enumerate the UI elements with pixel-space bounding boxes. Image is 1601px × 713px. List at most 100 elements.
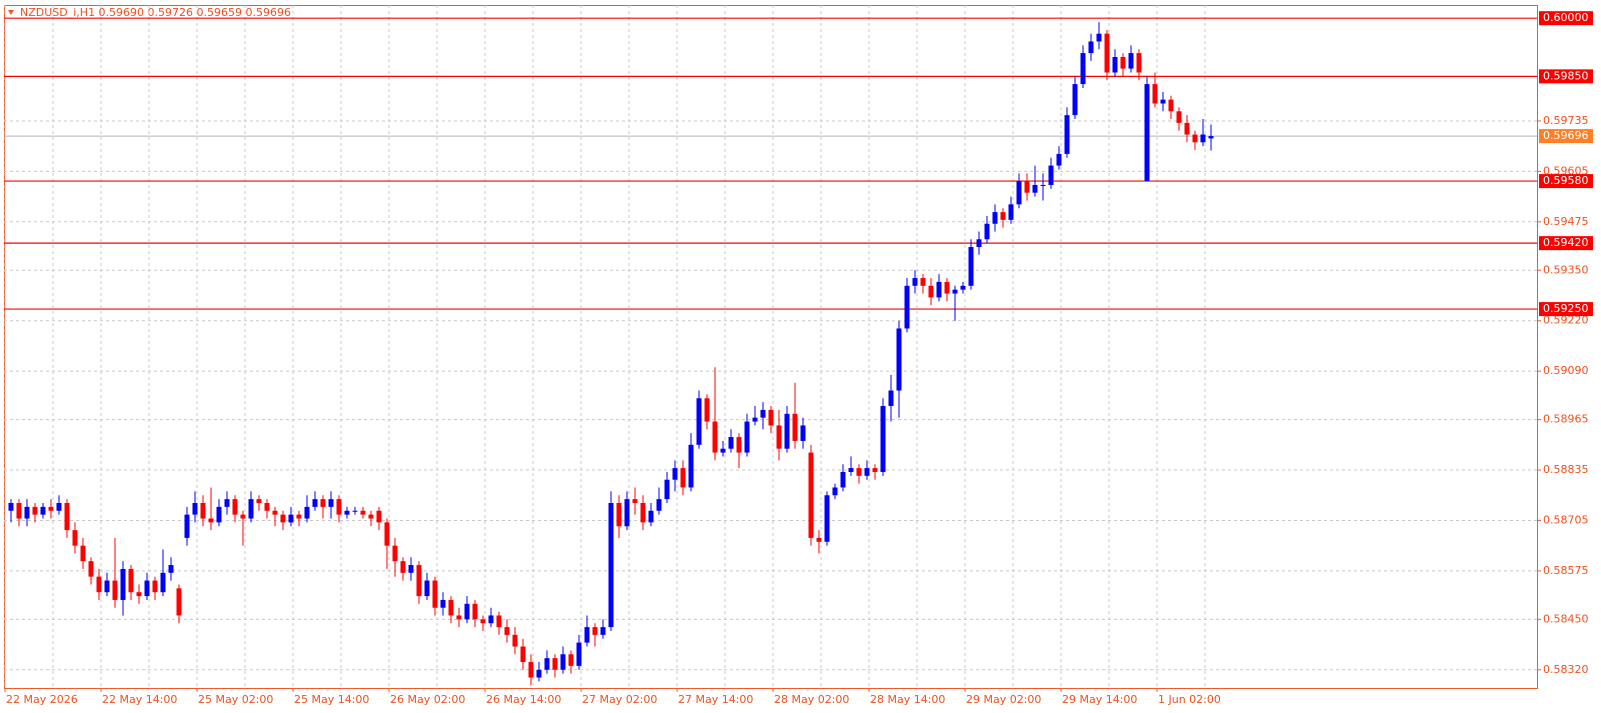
x-tick-label: 26 May 14:00 [486, 693, 561, 706]
candle-body [72, 530, 78, 546]
candle-body [696, 398, 702, 445]
candle-body [760, 409, 766, 418]
candle-body [616, 502, 622, 527]
candle-body [56, 502, 62, 511]
candle-body [1192, 134, 1198, 143]
candle-body [736, 437, 742, 453]
candle-body [312, 499, 318, 507]
candle-body [568, 654, 574, 666]
candle-body [968, 247, 974, 286]
y-tick-label: 0.59090 [1543, 364, 1589, 377]
candle-body [128, 568, 134, 593]
candle-body [888, 390, 894, 407]
candle-body [392, 545, 398, 562]
candle-body [352, 510, 358, 512]
candle-body [1136, 53, 1142, 73]
candle-body [752, 417, 758, 422]
candle-body [824, 495, 830, 542]
y-tick-label: 0.59735 [1543, 114, 1589, 127]
bid-label: 0.59696 [1543, 129, 1589, 142]
candle-body [1160, 99, 1166, 104]
candle-body [32, 506, 38, 515]
candle-body [600, 627, 606, 635]
candle-body [528, 662, 534, 678]
candle-body [552, 658, 558, 670]
candle-body [1184, 122, 1190, 135]
candle-body [960, 285, 966, 290]
candle-body [856, 468, 862, 476]
level-label: 0.59420 [1543, 236, 1589, 249]
candle-body [160, 572, 166, 593]
x-tick-label: 28 May 14:00 [870, 693, 945, 706]
candle-body [720, 448, 726, 453]
candle-body [640, 502, 646, 523]
bid-label-box [1539, 129, 1593, 144]
candle-body [432, 580, 438, 608]
candle-body [536, 669, 542, 678]
candle-body [280, 514, 286, 523]
candle-body [768, 409, 774, 426]
candle-body [592, 627, 598, 635]
candle-body [928, 285, 934, 298]
candle-body [784, 413, 790, 449]
plot-frame [4, 5, 1538, 689]
candle-body [1072, 84, 1078, 116]
level-label-box [1539, 302, 1593, 317]
y-tick-label: 0.58450 [1543, 612, 1589, 625]
candle-body [512, 634, 518, 647]
candle-body [304, 506, 310, 519]
candle-body [896, 328, 902, 391]
candle-body [360, 510, 366, 515]
candle-body [456, 615, 462, 620]
candle-body [704, 398, 710, 422]
candle-body [936, 281, 942, 298]
candle-body [816, 537, 822, 542]
candle-body [264, 502, 270, 511]
candle-body [152, 580, 158, 593]
candle-body [576, 642, 582, 666]
candle-body [1064, 115, 1070, 154]
candle-body [1096, 33, 1102, 42]
candle-body [976, 239, 982, 248]
candle-body [848, 468, 854, 472]
candle-body [624, 499, 630, 527]
candle-body [1056, 153, 1062, 166]
candle-body [1112, 56, 1118, 73]
candle-body [408, 565, 414, 573]
candle-body [384, 522, 390, 546]
candle-body [120, 568, 126, 600]
candle-body [480, 619, 486, 624]
candle-body [1088, 41, 1094, 54]
x-tick-label: 22 May 14:00 [102, 693, 177, 706]
candle-body [256, 499, 262, 503]
x-tick-label: 25 May 14:00 [294, 693, 369, 706]
candle-body [136, 592, 142, 597]
candle-body [1144, 84, 1150, 182]
candle-body [1104, 33, 1110, 73]
candle-body [288, 514, 294, 523]
candle-body [608, 502, 614, 628]
y-tick-label: 0.59475 [1543, 215, 1589, 228]
candle-body [648, 510, 654, 523]
y-tick-label: 0.59220 [1543, 314, 1589, 327]
candle-body [48, 506, 54, 511]
candle-body [1000, 212, 1006, 220]
candle-body [504, 627, 510, 635]
x-tick-label: 26 May 02:00 [390, 693, 465, 706]
candle-body [336, 499, 342, 515]
level-label-box [1539, 11, 1593, 26]
candle-body [688, 444, 694, 488]
x-tick-label: 29 May 14:00 [1062, 693, 1137, 706]
candle-body [24, 506, 30, 519]
candle-body [952, 289, 958, 294]
candle-body [728, 437, 734, 449]
candle-body [912, 278, 918, 286]
candle-body [1032, 184, 1038, 193]
candle-body [656, 499, 662, 511]
candle-body [224, 499, 230, 507]
candle-body [920, 278, 926, 286]
candle-body [440, 599, 446, 608]
y-tick-label: 0.58835 [1543, 463, 1589, 476]
candle-body [168, 565, 174, 573]
candle-body [400, 561, 406, 573]
